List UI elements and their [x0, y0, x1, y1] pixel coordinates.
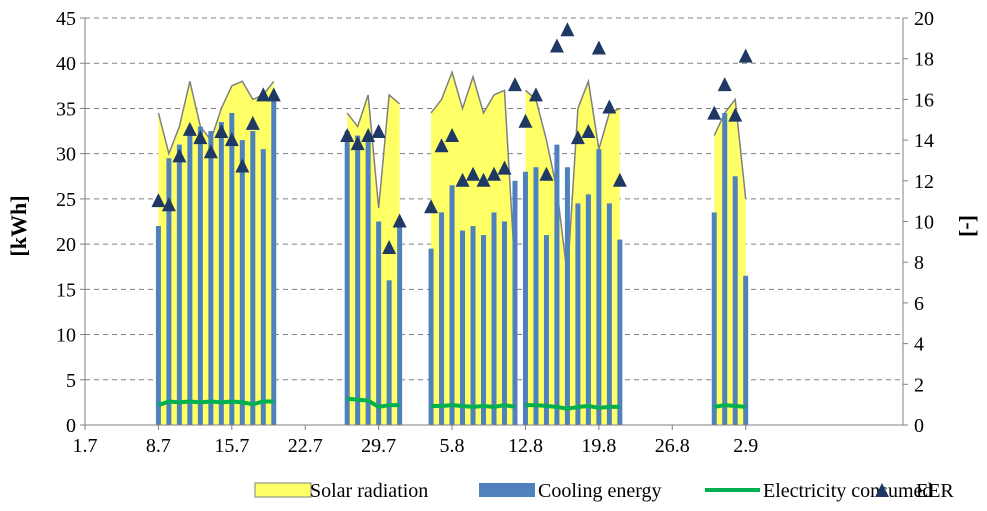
cooling-energy-bar-30	[554, 145, 559, 425]
y-tick-label-30: 30	[56, 144, 76, 166]
y-tick-label-40: 40	[56, 53, 76, 75]
cooling-energy-bar-15	[376, 222, 381, 426]
eer-point-31	[560, 22, 574, 36]
y-tick-label-15: 15	[56, 279, 76, 301]
cooling-energy-bar-17	[397, 222, 402, 426]
y2-tick-label-4: 4	[914, 334, 924, 356]
x-tick-label-0: 1.7	[73, 435, 98, 457]
y-tick-label-20: 20	[56, 234, 76, 256]
y2-tick-label-8: 8	[914, 252, 924, 274]
x-tick-label-3: 22.7	[288, 435, 323, 457]
y-tick-label-10: 10	[56, 325, 76, 347]
y-tick-label-35: 35	[56, 98, 76, 120]
y-tick-label-25: 25	[56, 189, 76, 211]
cooling-energy-bar-18	[429, 249, 434, 425]
cooling-energy-bar-19	[439, 212, 444, 425]
cooling-energy-bar-39	[733, 176, 738, 425]
y2-tick-label-12: 12	[914, 171, 934, 193]
legend-swatch-cooling-energy	[479, 483, 535, 497]
cooling-energy-bar-7	[229, 113, 234, 425]
legend-label-solar-radiation: Solar radiation	[310, 480, 428, 502]
cooling-energy-bar-9	[250, 131, 255, 425]
x-tick-label-7: 19.8	[581, 435, 616, 457]
eer-point-34	[592, 41, 606, 55]
y-axis-title: [kWh]	[6, 195, 31, 256]
cooling-energy-bar-12	[345, 131, 350, 425]
y2-tick-label-20: 20	[914, 8, 934, 30]
legend-item-solar-radiation: Solar radiation	[255, 480, 428, 502]
cooling-energy-bar-6	[219, 122, 224, 425]
eer-point-15	[372, 124, 386, 138]
electricity-line-segment-2	[431, 405, 515, 407]
cooling-energy-bar-10	[261, 149, 266, 425]
cooling-energy-bar-2	[177, 145, 182, 425]
y2-tick-label-14: 14	[914, 130, 934, 152]
cooling-energy-bar-28	[533, 167, 538, 425]
cooling-energy-bar-22	[471, 226, 476, 425]
y-tick-label-0: 0	[66, 415, 76, 437]
cooling-energy-bar-26	[512, 181, 517, 425]
solar-area-segment-0	[158, 81, 273, 425]
solar-area-segment-3	[525, 81, 619, 425]
legend-item-cooling-energy: Cooling energy	[479, 480, 662, 502]
y2-tick-label-6: 6	[914, 293, 924, 315]
y2-tick-label-16: 16	[914, 89, 934, 111]
cooling-energy-bar-34	[596, 149, 601, 425]
y-tick-label-5: 5	[66, 370, 76, 392]
x-tick-label-4: 29.7	[361, 435, 396, 457]
cooling-energy-bar-24	[492, 212, 497, 425]
cooling-energy-bar-21	[460, 231, 465, 425]
cooling-energy-bar-31	[565, 167, 570, 425]
cooling-energy-bar-38	[722, 113, 727, 425]
cooling-energy-bar-3	[187, 136, 192, 425]
legend-label-eer: EER	[916, 480, 954, 502]
x-tick-label-6: 12.8	[508, 435, 543, 457]
eer-point-35	[602, 100, 616, 114]
y-tick-label-45: 45	[56, 8, 76, 30]
eer-point-38	[718, 77, 732, 91]
legend-swatch-solar-radiation	[255, 483, 311, 497]
legend-label-cooling-energy: Cooling energy	[538, 480, 662, 502]
electricity-line-segment-4	[714, 405, 745, 407]
cooling-energy-bar-32	[575, 203, 580, 425]
x-tick-label-1: 8.7	[146, 435, 171, 457]
cooling-energy-bar-29	[544, 235, 549, 425]
x-tick-label-8: 26.8	[655, 435, 690, 457]
legend: Solar radiation Cooling energy Electrici…	[255, 480, 954, 502]
cooling-energy-bar-23	[481, 235, 486, 425]
cooling-energy-bar-35	[607, 203, 612, 425]
cooling-energy-bar-11	[271, 99, 276, 425]
eer-point-37	[707, 106, 721, 120]
x-tick-label-9: 2.9	[733, 435, 758, 457]
cooling-energy-bar-36	[617, 240, 622, 425]
cooling-energy-bar-33	[586, 194, 591, 425]
legend-item-electricity-consumed: Electricity consumed	[705, 480, 932, 502]
cooling-energy-bar-37	[712, 212, 717, 425]
cooling-energy-bar-40	[743, 276, 748, 425]
cooling-energy-bar-27	[523, 172, 528, 425]
cooling-energy-bar-14	[366, 136, 371, 425]
cooling-energy-bar-0	[156, 226, 161, 425]
cooling-energy-bar-20	[450, 185, 455, 425]
y2-tick-label-18: 18	[914, 49, 934, 71]
y2-tick-label-0: 0	[914, 415, 924, 437]
y2-tick-label-10: 10	[914, 212, 934, 234]
eer-point-30	[550, 38, 564, 52]
cooling-energy-bar-8	[240, 140, 245, 425]
eer-point-40	[739, 49, 753, 63]
cooling-energy-bar-4	[198, 127, 203, 425]
cooling-energy-bar-13	[355, 136, 360, 425]
y2-tick-label-2: 2	[914, 374, 924, 396]
y2-axis-title: [-]	[957, 215, 982, 237]
eer-point-26	[508, 77, 522, 91]
cooling-energy-bar-25	[502, 222, 507, 426]
cooling-energy-bar-5	[208, 131, 213, 425]
legend-label-electricity-consumed: Electricity consumed	[763, 480, 932, 502]
x-tick-label-5: 5.8	[440, 435, 465, 457]
x-tick-label-2: 15.7	[214, 435, 249, 457]
